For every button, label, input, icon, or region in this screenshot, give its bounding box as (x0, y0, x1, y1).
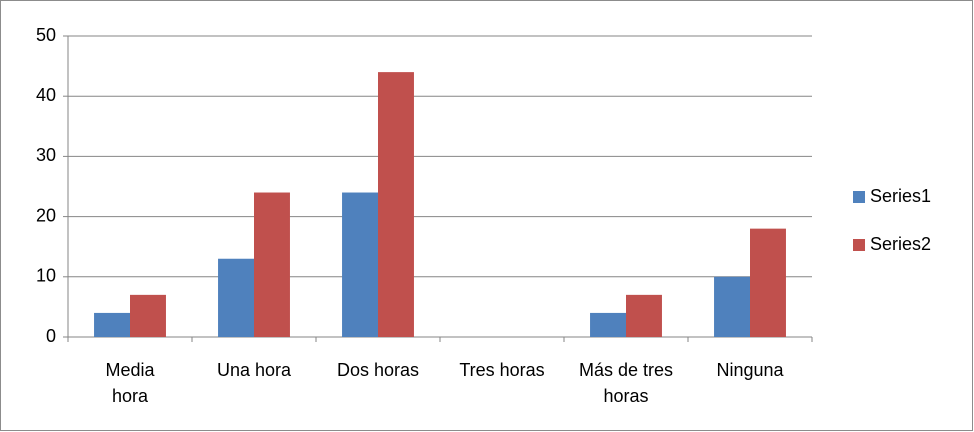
x-tick-label: Más de tres horas (578, 360, 674, 406)
y-tick-label: 40 (36, 85, 56, 105)
bar (714, 276, 750, 337)
legend-swatch (853, 191, 865, 203)
legend-label: Series2 (870, 234, 931, 254)
bar (130, 294, 166, 337)
bar (378, 72, 414, 338)
bar (218, 258, 254, 337)
y-tick-label: 30 (36, 145, 56, 165)
bar (254, 192, 290, 337)
bar (750, 228, 786, 337)
y-tick-label: 20 (36, 205, 56, 225)
bar (626, 294, 662, 337)
x-tick-label: Una hora (216, 360, 292, 380)
x-tick-label: Tres horas (459, 360, 545, 380)
bar (590, 312, 626, 337)
x-tick-label: Ninguna (716, 360, 784, 380)
legend-swatch (853, 239, 865, 251)
y-tick-label: 0 (46, 326, 56, 346)
y-tick-label: 50 (36, 25, 56, 45)
x-tick-label: Media hora (105, 360, 155, 406)
legend-label: Series1 (870, 186, 931, 206)
bar (342, 192, 378, 337)
x-tick-label: Dos horas (336, 360, 420, 380)
y-tick-label: 10 (36, 266, 56, 286)
bar (94, 312, 130, 337)
